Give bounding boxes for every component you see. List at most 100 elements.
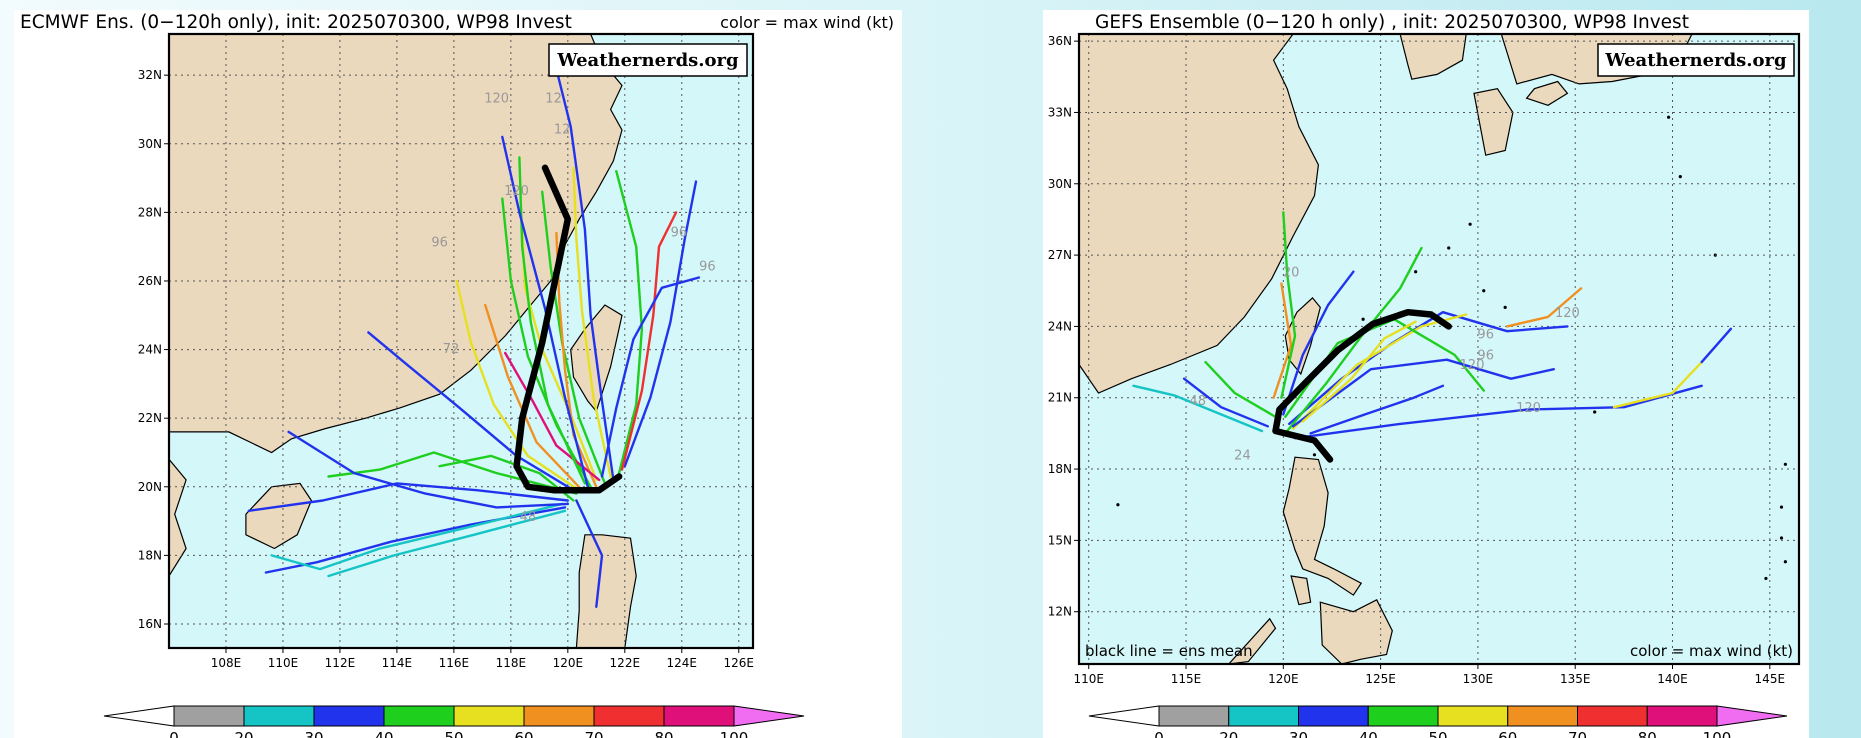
colorbar-bin	[1437, 705, 1509, 727]
ensemble-track	[600, 276, 701, 478]
vietnam-coast	[169, 458, 187, 578]
y-tick-label: 27N	[1048, 248, 1072, 262]
colorbar-bin	[313, 705, 385, 727]
x-tick-label: 114E	[382, 656, 413, 670]
small-island	[1779, 536, 1784, 540]
ensemble-track	[1293, 384, 1703, 440]
x-tick-label: 115E	[1171, 672, 1202, 686]
colorbar-high-tip	[1716, 705, 1788, 727]
small-island	[1783, 560, 1787, 564]
small-island	[1678, 175, 1682, 179]
colorbar-bin	[1646, 705, 1718, 727]
colorbar-tick-label: 80	[1638, 729, 1657, 738]
x-tick-label: 125E	[1365, 672, 1396, 686]
forecast-hour-label: 20	[1283, 265, 1300, 280]
ensemble-track	[270, 502, 564, 571]
colorbar-bin	[173, 705, 245, 727]
x-tick-label: 112E	[325, 656, 356, 670]
ensemble-mean-note: black line = ens mean	[1085, 642, 1253, 660]
forecast-hour-label: 120	[1516, 401, 1541, 416]
ensemble-track	[1612, 360, 1703, 409]
ensemble-track	[287, 430, 569, 509]
colorbar-tick-label: 30	[304, 729, 323, 738]
ensemble-track	[572, 166, 612, 478]
x-tick-label: 126E	[724, 656, 755, 670]
gefs-ensemble-panel: GEFS Ensemble (0−120 h only) , init: 202…	[1043, 10, 1809, 738]
y-tick-label: 26N	[138, 274, 162, 288]
ensemble-track	[367, 331, 575, 492]
x-tick-label: 140E	[1657, 672, 1688, 686]
x-tick-label: 110E	[268, 656, 299, 670]
ecmwf-ensemble-panel: ECMWF Ens. (0−120h only), init: 20250703…	[14, 10, 902, 738]
colorbar-tick-label: 20	[234, 729, 253, 738]
luzon-island	[1282, 456, 1363, 596]
ensemble-track	[501, 135, 589, 488]
forecast-hour-label: 48	[520, 510, 537, 525]
y-tick-label: 36N	[1048, 34, 1072, 48]
colorbar-bin	[1228, 705, 1299, 727]
colorbar-tick-label: 100	[720, 729, 749, 738]
colorbar-tick-label: 0	[1154, 729, 1164, 738]
hainan-island	[245, 482, 313, 550]
colorbar-tick-label: 40	[1359, 729, 1378, 738]
small-island	[1764, 576, 1768, 581]
x-tick-label: 116E	[439, 656, 470, 670]
colorbar-bin	[453, 705, 525, 727]
y-tick-label: 16N	[138, 617, 162, 631]
visayas-islands	[1319, 598, 1393, 664]
y-tick-label: 33N	[1048, 105, 1072, 119]
y-tick-label: 18N	[1048, 462, 1072, 476]
y-tick-label: 12N	[1048, 605, 1072, 619]
colorbar-tick-label: 20	[1219, 729, 1238, 738]
small-island	[1116, 503, 1120, 507]
x-tick-label: 122E	[610, 656, 641, 670]
luzon-north	[575, 534, 637, 648]
colorbar-tick-label: 60	[1498, 729, 1517, 738]
brand-label: Weathernerds.org	[556, 50, 739, 71]
colorbar-bin	[523, 705, 595, 727]
colorbar-tick-label: 70	[584, 729, 603, 738]
ensemble-track	[1282, 270, 1355, 416]
forecast-hour-label: 96	[1477, 327, 1494, 342]
ensemble-track	[1700, 327, 1733, 364]
x-tick-label: 108E	[211, 656, 242, 670]
wind-color-legend-note: color = max wind (kt)	[1630, 642, 1793, 660]
ensemble-track	[623, 180, 698, 468]
forecast-hour-label: 12	[554, 122, 571, 137]
small-island	[1783, 462, 1787, 466]
ensemble-mean-track	[1272, 308, 1452, 463]
x-tick-label: 130E	[1463, 672, 1494, 686]
colorbar-tick-label: 50	[444, 729, 463, 738]
forecast-hour-label: 120	[1460, 358, 1485, 373]
ensemble-track	[455, 279, 581, 492]
ensemble-track	[1204, 360, 1281, 421]
colorbar-tick-label: 60	[514, 729, 533, 738]
small-island	[1503, 305, 1507, 309]
colorbar-high-tip	[733, 705, 805, 727]
colorbar-bin	[593, 705, 665, 727]
forecast-hour-label: 96	[431, 236, 448, 251]
small-island	[1667, 115, 1671, 119]
colorbar-tick-label: 50	[1428, 729, 1447, 738]
x-tick-label: 124E	[667, 656, 698, 670]
y-tick-label: 30N	[1048, 177, 1072, 191]
ensemble-track	[1182, 377, 1270, 428]
colorbar-tick-label: 40	[374, 729, 393, 738]
colorbar-bin	[1507, 705, 1578, 727]
map-content: 120 12 12 120 96 96 96 72 48	[169, 34, 753, 648]
x-tick-label: 110E	[1073, 672, 1104, 686]
wind-color-legend-note: color = max wind (kt)	[720, 13, 894, 32]
colorbar-bin	[1158, 705, 1230, 727]
small-island	[1447, 246, 1451, 250]
china-landmass	[1079, 34, 1320, 394]
small-island	[1468, 222, 1472, 226]
y-tick-label: 18N	[138, 548, 162, 562]
y-tick-label: 20N	[138, 480, 162, 494]
japan-kyushu	[1473, 88, 1514, 156]
x-tick-label: 120E	[553, 656, 584, 670]
map-title: GEFS Ensemble (0−120 h only) , init: 202…	[1095, 12, 1689, 33]
forecast-hour-label: 48	[1189, 394, 1206, 409]
ensemble-track	[504, 351, 601, 482]
ensemble-mean-track	[513, 164, 623, 494]
